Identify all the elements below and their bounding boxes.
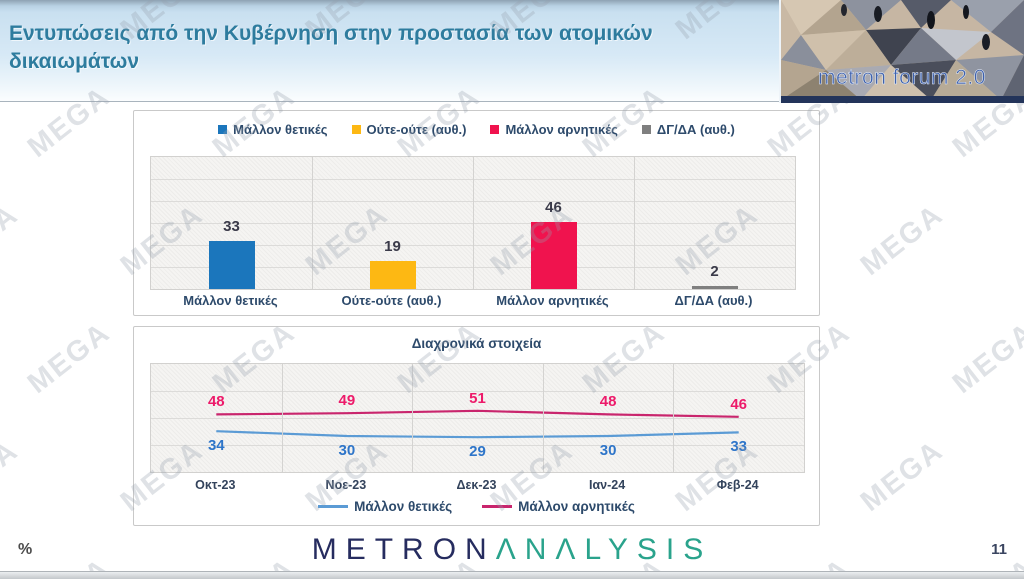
point-value-label: 48	[207, 393, 225, 411]
bar-chart-plot: 33 19 46 2	[150, 156, 796, 290]
gridline-horizontal	[151, 445, 804, 446]
legend-label: Μάλλον αρνητικές	[518, 499, 635, 514]
percent-label: %	[18, 541, 33, 558]
gridline-vertical	[673, 364, 675, 472]
line-chart-series-svg	[216, 409, 739, 439]
category-label: Ούτε-ούτε (αυθ.)	[341, 293, 442, 308]
logo-analysis-text: ΛNΛLYSIS	[495, 533, 713, 566]
bar-chart-legend: Μάλλον θετικές Ούτε-ούτε (αυθ.) Μάλλον αρν…	[134, 122, 819, 137]
bar-value-label: 19	[384, 238, 401, 256]
legend-label: Μάλλον θετικές	[233, 122, 328, 137]
x-axis-label: Νοε-23	[325, 478, 367, 492]
category-label: ΔΓ/ΔΑ (αυθ.)	[674, 293, 753, 308]
bar-4	[691, 286, 738, 289]
legend-label: ΔΓ/ΔΑ (αυθ.)	[656, 122, 735, 137]
legend-item: ΔΓ/ΔΑ (αυθ.)	[641, 122, 735, 137]
legend-item: Μάλλον θετικές	[218, 122, 328, 137]
bar-chart-panel: Μάλλον θετικές Ούτε-ούτε (αυθ.) Μάλλον αρν…	[133, 110, 820, 316]
legend-swatch-icon	[218, 125, 228, 134]
metron-analysis-logo: METRONΛNΛLYSIS	[0, 533, 1024, 567]
bar-value-label: 33	[223, 217, 240, 235]
mega-watermark: MEGA	[854, 434, 950, 518]
page-title: Εντυπώσεις από την Κυβέρνηση στην προστα…	[9, 22, 653, 73]
point-value-label: 48	[599, 393, 617, 411]
metron-forum-banner: metron forum 2.0	[779, 0, 1024, 103]
bar-chart-category-labels: Μάλλον θετικές Ούτε-ούτε (αυθ.) Μάλλον αρν…	[150, 293, 794, 308]
legend-label: Ούτε-ούτε (αυθ.)	[366, 122, 467, 137]
gridline-vertical	[312, 157, 313, 289]
mega-watermark: MEGA	[946, 316, 1024, 400]
line-chart-panel: Διαχρονικά στοιχεία 34 30 29 30 33 48 49 51 48 46…	[133, 326, 820, 526]
bar-2	[369, 261, 416, 289]
legend-line-swatch-icon	[482, 505, 513, 508]
point-value-label: 30	[338, 442, 356, 459]
x-axis-label: Ιαν-24	[588, 478, 626, 492]
point-value-label: 34	[207, 437, 225, 455]
gridline-horizontal	[151, 391, 804, 392]
x-axis-label: Δεκ-23	[456, 478, 497, 492]
bottom-edge-strip	[0, 571, 1024, 579]
legend-swatch-icon	[490, 125, 500, 134]
legend-item: Ούτε-ούτε (αυθ.)	[351, 122, 467, 137]
point-value-label: 30	[599, 442, 617, 459]
point-value-label: 33	[730, 438, 748, 456]
page-number: 11	[991, 541, 1007, 558]
legend-item: Μάλλον θετικές	[318, 499, 452, 514]
mega-watermark: MEGA	[0, 434, 25, 518]
line-chart-legend: Μάλλον θετικές Μάλλον αρνητικές	[134, 499, 819, 514]
legend-item: Μάλλον αρνητικές	[482, 499, 635, 514]
x-axis-label: Οκτ-23	[195, 478, 236, 492]
line-series-1	[216, 430, 739, 439]
gridline-vertical	[281, 364, 283, 472]
bar-3	[530, 221, 577, 289]
point-value-label: 46	[730, 395, 748, 413]
metron-forum-label: metron forum 2.0	[818, 66, 986, 89]
bar-1	[208, 240, 255, 289]
x-axis-label: Φεβ-24	[716, 478, 759, 492]
gridline-vertical	[542, 364, 544, 472]
point-value-label: 51	[469, 389, 486, 407]
legend-swatch-icon	[641, 125, 651, 134]
gridline-horizontal	[151, 418, 804, 419]
gridline-vertical	[634, 157, 635, 289]
bar-value-label: 46	[545, 198, 562, 216]
legend-swatch-icon	[351, 125, 361, 134]
line-chart-plot: 34 30 29 30 33 48 49 51 48 46	[150, 363, 805, 473]
bar-value-label: 2	[710, 263, 719, 281]
category-label: Μάλλον θετικές	[183, 293, 278, 308]
legend-item: Μάλλον αρνητικές	[490, 122, 618, 137]
point-value-label: 49	[338, 392, 356, 410]
gridline-vertical	[412, 364, 414, 472]
point-value-label: 29	[469, 443, 486, 461]
line-series-2	[216, 409, 739, 418]
line-chart-title: Διαχρονικά στοιχεία	[411, 336, 542, 351]
line-chart-x-labels: Οκτ-23 Νοε-23 Δεκ-23 Ιαν-24 Φεβ-24	[150, 478, 803, 492]
legend-line-swatch-icon	[318, 505, 349, 508]
legend-label: Μάλλον θετικές	[354, 499, 453, 514]
pedestrian-figures	[841, 4, 990, 50]
plaza-mosaic-image: metron forum 2.0	[781, 0, 1024, 103]
mega-watermark: MEGA	[21, 316, 117, 400]
mega-watermark: MEGA	[0, 198, 25, 282]
mega-watermark: MEGA	[854, 198, 950, 282]
gridline-vertical	[473, 157, 474, 289]
category-label: Μάλλον αρνητικές	[496, 293, 609, 308]
logo-metron-text: METRON	[311, 533, 496, 566]
legend-label: Μάλλον αρνητικές	[505, 122, 618, 137]
